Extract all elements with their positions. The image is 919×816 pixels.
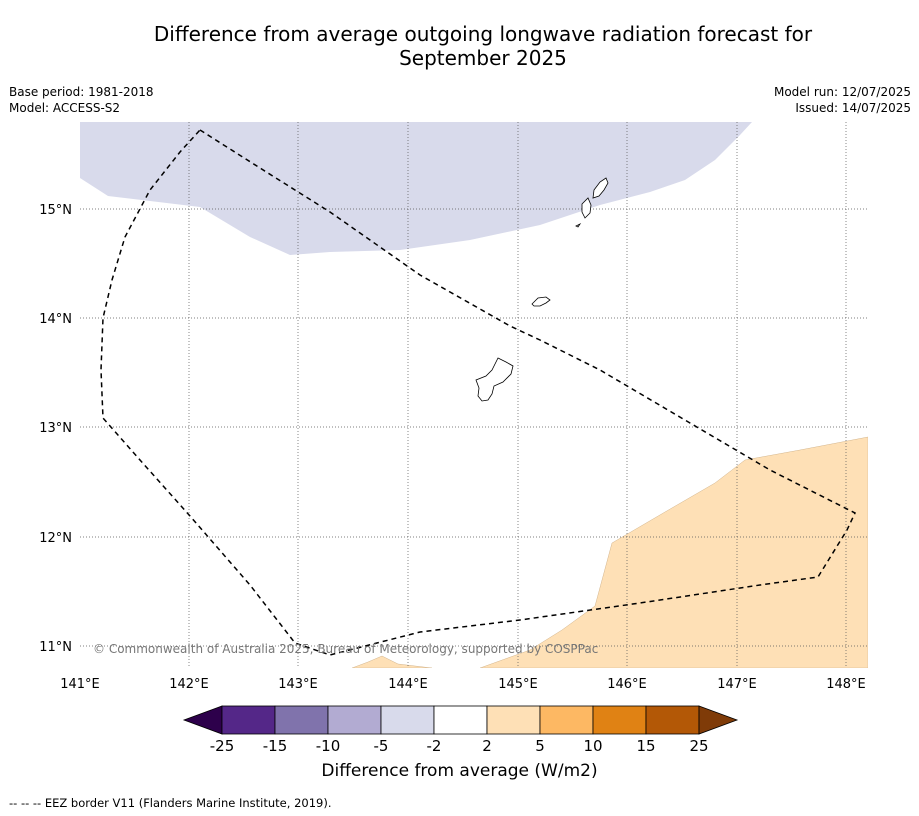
colorbar-segment xyxy=(592,705,647,735)
lat-label: 12°N xyxy=(39,531,72,546)
colorbar-title: Difference from average (W/m2) xyxy=(321,761,598,781)
islands xyxy=(475,177,609,402)
map-title: Difference from average outgoing longwav… xyxy=(40,22,919,70)
colorbar-tick-label: 15 xyxy=(636,737,655,755)
lon-label: 145°E xyxy=(498,677,538,692)
colorbar-tick-label: 2 xyxy=(482,737,492,755)
issued-date: Issued: 14/07/2025 xyxy=(795,101,911,115)
colorbar-segment xyxy=(380,705,435,735)
eez-border xyxy=(100,129,856,656)
map-area: © Commonwealth of Australia 2025, Bureau… xyxy=(80,122,868,668)
lat-label: 11°N xyxy=(39,640,72,655)
negative-anomaly-region xyxy=(80,122,752,255)
colorbar-tick-label: -5 xyxy=(374,737,389,755)
colorbar-tick-label: 5 xyxy=(535,737,545,755)
colorbar-tick-label: -10 xyxy=(316,737,341,755)
gridlines xyxy=(80,122,868,668)
lon-label: 146°E xyxy=(607,677,647,692)
positive-anomaly-region xyxy=(479,436,868,668)
island-tinian xyxy=(581,197,592,219)
colorbar-extend-high xyxy=(698,705,739,735)
island-aguijan xyxy=(575,222,582,228)
lat-label: 13°N xyxy=(39,421,72,436)
colorbar-tick-label: -25 xyxy=(210,737,235,755)
lon-label: 141°E xyxy=(60,677,100,692)
positive-anomaly-patch xyxy=(351,655,433,668)
colorbar-segment xyxy=(486,705,541,735)
base-period: Base period: 1981-2018 xyxy=(9,85,154,99)
colorbar-segment xyxy=(539,705,594,735)
lon-label: 143°E xyxy=(278,677,318,692)
lon-label: 148°E xyxy=(826,677,866,692)
colorbar-segment xyxy=(274,705,329,735)
colorbar-tick-label: -15 xyxy=(263,737,288,755)
colorbar-segment xyxy=(433,705,488,735)
colorbar-segment xyxy=(221,705,276,735)
colorbar: -25 -15 -10 -5 -2 2 5 10 15 25 xyxy=(182,705,739,755)
island-saipan xyxy=(592,177,609,199)
title-line-2: September 2025 xyxy=(399,46,567,70)
island-rota xyxy=(531,296,551,307)
meta-left: Base period: 1981-2018 Model: ACCESS-S2 xyxy=(9,84,154,116)
lon-label: 144°E xyxy=(388,677,428,692)
colorbar-tick-label: -2 xyxy=(427,737,442,755)
copyright-notice: © Commonwealth of Australia 2025, Bureau… xyxy=(93,642,598,656)
model-name: Model: ACCESS-S2 xyxy=(9,101,121,115)
model-run: Model run: 12/07/2025 xyxy=(773,85,911,99)
colorbar-extend-low xyxy=(182,705,223,735)
colorbar-segment xyxy=(327,705,382,735)
latitude-labels: 15°N 14°N 13°N 12°N 11°N xyxy=(39,203,72,655)
lon-label: 147°E xyxy=(717,677,757,692)
lat-label: 15°N xyxy=(39,203,72,218)
title-line-1: Difference from average outgoing longwav… xyxy=(153,22,813,46)
colorbar-tick-label: 10 xyxy=(583,737,602,755)
colorbar-segment xyxy=(645,705,700,735)
colorbar-tick-label: 25 xyxy=(689,737,708,755)
meta-right: Model run: 12/07/2025 Issued: 14/07/2025 xyxy=(774,84,911,116)
lon-label: 142°E xyxy=(169,677,209,692)
eez-legend-footer: -- -- -- EEZ border V11 (Flanders Marine… xyxy=(9,796,332,810)
island-guam xyxy=(475,357,514,402)
lat-label: 14°N xyxy=(39,312,72,327)
longitude-labels: 141°E 142°E 143°E 144°E 145°E 146°E 147°… xyxy=(60,677,866,692)
